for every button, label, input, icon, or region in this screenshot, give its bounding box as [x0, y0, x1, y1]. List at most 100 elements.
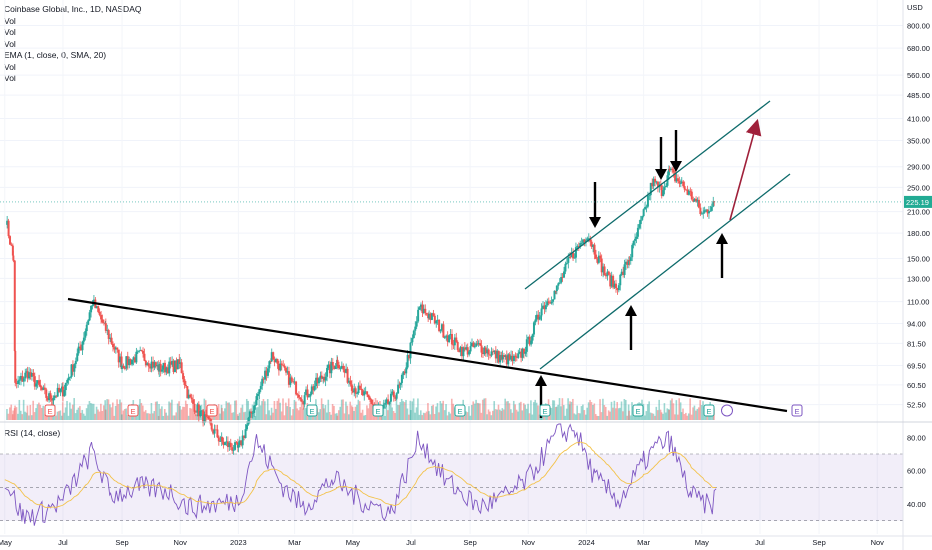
- volume-bar: [194, 414, 197, 420]
- volume-bar: [150, 402, 153, 420]
- earnings-marker-label: E: [706, 407, 711, 416]
- time-tick-label: May: [346, 538, 360, 547]
- volume-bar: [146, 413, 148, 420]
- indicator-ema[interactable]: EMA (1, close, 0, SMA, 20): [4, 50, 107, 60]
- candle-body: [421, 304, 424, 314]
- candle-body: [285, 367, 288, 373]
- candle-body: [494, 350, 497, 359]
- volume-bar: [240, 407, 242, 420]
- candle-body: [317, 378, 320, 384]
- candle-body: [194, 411, 197, 413]
- time-tick-label: Nov: [522, 538, 536, 547]
- candle-body: [638, 224, 641, 228]
- candle-body: [228, 442, 231, 448]
- volume-bar: [70, 408, 73, 420]
- volume-bar: [109, 404, 111, 420]
- volume-bar: [463, 413, 466, 420]
- volume-bar: [606, 415, 609, 420]
- candle-body: [671, 168, 674, 171]
- candle-body: [53, 395, 56, 398]
- volume-bar: [276, 400, 279, 420]
- indicator-vol-5[interactable]: Vol: [4, 73, 16, 83]
- volume-bar: [114, 405, 117, 420]
- candle-body: [600, 258, 603, 273]
- volume-bar: [310, 414, 313, 420]
- volume-bar: [511, 412, 514, 420]
- indicator-vol-2[interactable]: Vol: [4, 27, 16, 37]
- volume-bar: [418, 414, 421, 420]
- volume-bar: [247, 400, 249, 420]
- volume-bar: [320, 398, 323, 420]
- volume-bar: [13, 408, 16, 420]
- volume-bar: [500, 411, 503, 420]
- candle-body: [12, 255, 15, 261]
- candle-body: [241, 435, 244, 446]
- volume-bar: [443, 410, 446, 420]
- volume-bar: [342, 399, 344, 420]
- candle-body: [468, 351, 471, 355]
- candle-body: [709, 210, 712, 212]
- candle-body: [46, 397, 49, 401]
- volume-bar: [602, 398, 604, 420]
- volume-bar: [39, 404, 42, 420]
- indicator-vol-4[interactable]: Vol: [4, 61, 16, 72]
- candle-body: [486, 349, 489, 354]
- volume-bar: [113, 415, 116, 420]
- candle-body: [339, 368, 342, 370]
- candle-body: [163, 362, 166, 373]
- time-axis[interactable]: May Jul Sep Nov 2023 Mar May Jul Sep Nov 2024 Mar Ma…: [0, 538, 884, 547]
- volume-bar: [481, 399, 484, 420]
- volume-bar: [178, 401, 180, 420]
- rsi-title[interactable]: RSI (14, close): [4, 428, 61, 438]
- indicator-vol-3[interactable]: Vol: [4, 38, 16, 49]
- candle-body: [255, 396, 258, 406]
- volume-bar: [658, 399, 660, 420]
- volume-bar: [91, 403, 94, 420]
- volume-bar: [358, 401, 361, 420]
- candle-body: [535, 314, 538, 320]
- volume-bar: [79, 406, 81, 420]
- candle-body: [627, 260, 630, 265]
- candle-body: [186, 386, 189, 399]
- candle-body: [262, 378, 265, 380]
- candle-body: [442, 324, 445, 338]
- volume-bar: [520, 401, 522, 420]
- volume-bar: [149, 413, 151, 420]
- volume-bar: [259, 405, 262, 420]
- candle-body: [40, 387, 43, 390]
- candle-body: [440, 324, 443, 331]
- candle-body: [463, 347, 466, 350]
- volume-bar: [85, 408, 88, 420]
- candle-body: [710, 206, 713, 211]
- earnings-marker-label: E: [375, 407, 380, 416]
- candle-body: [477, 343, 480, 344]
- candle-body: [101, 319, 104, 323]
- drawing-annotations[interactable]: [67, 100, 791, 418]
- candle-body: [283, 365, 286, 368]
- symbol-title[interactable]: Coinbase Global, Inc., 1D, NASDAQ: [4, 4, 142, 14]
- candle-body: [347, 380, 350, 383]
- candle-body: [570, 252, 573, 258]
- indicator-vol-1[interactable]: Vol: [4, 15, 16, 26]
- volume-bar: [702, 401, 704, 420]
- volume-bar: [682, 408, 684, 420]
- volume-bar: [94, 413, 96, 420]
- candle-body: [331, 362, 334, 366]
- volume-bar: [387, 410, 389, 420]
- earnings-marker: [44, 404, 56, 417]
- candle-body: [654, 178, 657, 183]
- volume-bar: [504, 398, 506, 420]
- candle-body: [573, 257, 576, 259]
- volume-bar: [36, 404, 39, 420]
- volume-bar: [123, 408, 126, 420]
- volume-bar: [256, 407, 259, 420]
- volume-bar: [600, 412, 603, 420]
- candle-body: [199, 410, 202, 417]
- candle-body: [590, 241, 593, 247]
- volume-bar: [322, 404, 324, 420]
- candle-body: [493, 350, 496, 352]
- rsi-ma-line: [4, 441, 717, 509]
